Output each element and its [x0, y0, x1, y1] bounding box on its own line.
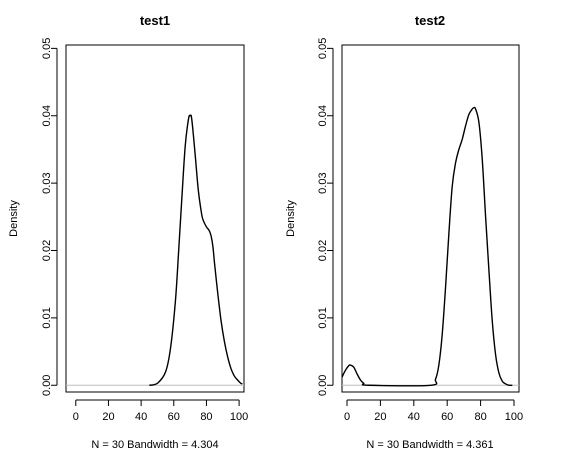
x-tick-label: 100: [505, 411, 523, 423]
x-tick-label: 100: [230, 411, 248, 423]
x-tick-label: 80: [474, 411, 486, 423]
y-tick-label: 0.05: [41, 38, 53, 59]
x-axis-label: N = 30 Bandwidth = 4.361: [366, 439, 493, 451]
y-tick-label: 0.00: [317, 375, 329, 396]
x-axis-label: N = 30 Bandwidth = 4.304: [91, 439, 218, 451]
y-tick-label: 0.04: [317, 105, 329, 126]
chart-title: test1: [140, 13, 170, 28]
y-axis-label: Density: [285, 200, 297, 237]
y-tick-label: 0.05: [317, 38, 329, 59]
plot-frame: [341, 44, 520, 393]
y-axis-label: Density: [8, 200, 20, 237]
y-tick-label: 0.01: [41, 307, 53, 328]
chart-title: test2: [415, 13, 445, 28]
density-curve: [149, 114, 243, 386]
panel-test1: test1 0 20 40 60 80 100 0.00 0.01 0.02 0.03 0.04 0.0…: [8, 13, 248, 451]
x-tick-label: 40: [135, 411, 147, 423]
x-tick-label: 80: [200, 411, 212, 423]
y-tick-label: 0.02: [41, 240, 53, 261]
x-tick-label: 0: [344, 411, 350, 423]
x-tick-label: 20: [374, 411, 386, 423]
plot-frame: [65, 44, 245, 393]
density-curve: [341, 106, 513, 387]
y-tick-label: 0.03: [41, 172, 53, 193]
y-tick-label: 0.02: [317, 240, 329, 261]
x-tick-label: 40: [408, 411, 420, 423]
x-tick-label: 60: [441, 411, 453, 423]
y-tick-label: 0.04: [41, 105, 53, 126]
x-tick-label: 60: [168, 411, 180, 423]
y-tick-label: 0.01: [317, 307, 329, 328]
x-tick-label: 20: [102, 411, 114, 423]
y-tick-label: 0.00: [41, 375, 53, 396]
y-tick-label: 0.03: [317, 172, 329, 193]
x-tick-label: 0: [73, 411, 79, 423]
panel-test2: test2 0 20 40 60 80 100 0.00 0.01 0.02 0.03 0.04 0.0…: [285, 13, 523, 451]
